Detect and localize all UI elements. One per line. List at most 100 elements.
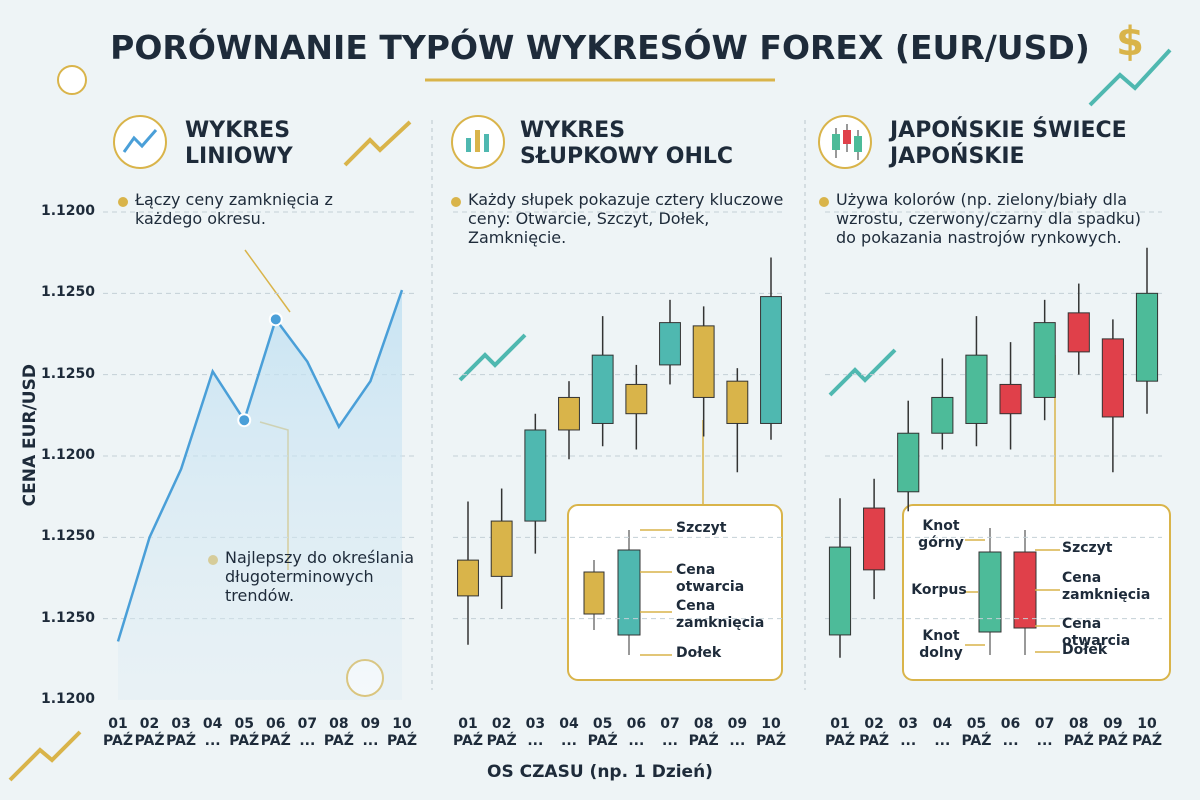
y-axis-title: CENA EUR/USD: [19, 364, 40, 507]
x-tick-sublabel: PAŹ: [166, 733, 197, 749]
candle-body: [863, 507, 886, 571]
x-tick-label: 05: [234, 716, 254, 732]
x-tick-label: 08: [693, 716, 714, 732]
point-marker: [268, 312, 283, 327]
x-tick-sublabel: ...: [628, 733, 645, 749]
candle-body: [625, 383, 648, 415]
x-tick-label: 07: [660, 716, 680, 732]
x-tick-sublabel: PAŹ: [587, 733, 618, 749]
legend-label: Dołek: [676, 645, 722, 661]
x-tick-label: 02: [864, 716, 884, 732]
x-tick-sublabel: PAŹ: [229, 733, 260, 749]
x-tick-label: 01: [458, 716, 478, 732]
annotation: Najlepszy do określania długoterminowych…: [225, 548, 415, 606]
legend-label: Cena otwarcia: [1062, 616, 1131, 649]
legend-box: [567, 504, 783, 681]
x-tick-sublabel: PAŹ: [1097, 733, 1128, 749]
bullet: [819, 197, 829, 207]
x-tick-sublabel: PAŹ: [1063, 733, 1094, 749]
candle-body: [760, 296, 782, 424]
candle-body: [692, 325, 715, 398]
x-tick-label: 03: [525, 716, 546, 732]
x-tick-label: 01: [108, 716, 128, 732]
x-tick-sublabel: ...: [662, 733, 678, 749]
x-tick-sublabel: ...: [1036, 733, 1053, 749]
y-tick-label: 1.1250: [40, 609, 95, 626]
icon-line: [113, 115, 167, 169]
x-tick-label: 10: [1137, 716, 1157, 732]
x-tick-label: 07: [1034, 716, 1055, 732]
x-tick-label: 03: [171, 716, 191, 732]
x-tick-label: 05: [966, 716, 987, 732]
candle-body: [457, 559, 479, 597]
legend-label: Szczyt: [1062, 540, 1113, 556]
svg-text:$: $: [1116, 19, 1144, 65]
icon-arrow: [8, 48, 1172, 782]
x-tick-label: 09: [1103, 716, 1123, 732]
point-marker: [237, 413, 252, 428]
x-tick-label: 09: [360, 716, 381, 732]
legend-label: Knot dolny: [919, 628, 963, 661]
x-tick-label: 07: [297, 716, 318, 732]
x-tick-label: 06: [626, 716, 647, 732]
candle-body: [490, 520, 513, 577]
legend-sample: [978, 551, 1002, 633]
x-tick-sublabel: ...: [1002, 733, 1019, 749]
legend-label: Szczyt: [676, 520, 727, 536]
y-tick-label: 1.1250: [40, 528, 95, 545]
x-tick-label: 04: [559, 716, 579, 732]
x-tick-sublabel: PAŹ: [134, 733, 165, 749]
candle-body: [726, 380, 749, 424]
x-tick-label: 04: [932, 716, 953, 732]
annotation: Każdy słupek pokazuje cztery kluczowe ce…: [468, 190, 784, 248]
legend-label: Dołek: [1062, 642, 1108, 658]
annotation: Używa kolorów (np. zielony/biały dla wzr…: [836, 190, 1142, 248]
annotation: Łączy ceny zamknięcia z każdego okresu.: [135, 190, 333, 229]
x-tick-label: 06: [1000, 716, 1021, 732]
x-tick-sublabel: PAŹ: [453, 733, 483, 749]
x-tick-sublabel: PAŹ: [103, 733, 133, 749]
x-tick-sublabel: PAŹ: [756, 733, 786, 749]
y-tick-label: 1.1200: [40, 203, 95, 219]
candle-body: [1101, 338, 1124, 418]
x-tick-label: 02: [139, 716, 160, 732]
area: [118, 290, 402, 700]
candle-body: [1067, 312, 1090, 353]
y-tick-label: 1.1200: [40, 447, 95, 463]
line: [116, 289, 404, 642]
icon-ohlc: [451, 115, 505, 169]
x-tick-label: 08: [1069, 716, 1089, 732]
legend-label: Cena otwarcia: [676, 562, 745, 595]
x-tick-sublabel: PAŹ: [961, 733, 992, 749]
legend-label: Knot górny: [918, 518, 964, 551]
y-tick-label: 1.1250: [40, 284, 95, 301]
x-tick-label: 09: [727, 716, 748, 732]
panel-title: WYKRES SŁUPKOWY OHLC: [520, 118, 734, 170]
candle-body: [965, 354, 988, 424]
candle-body: [828, 546, 852, 636]
y-tick-label: 1.1200: [40, 691, 95, 707]
candle-body: [931, 396, 954, 434]
x-tick-sublabel: ...: [729, 733, 746, 749]
icon-candles: [818, 115, 872, 169]
x-tick-sublabel: PAŹ: [859, 733, 890, 749]
legend-sample: [617, 549, 641, 636]
x-tick-sublabel: PAŹ: [387, 733, 417, 749]
x-tick-sublabel: PAŹ: [486, 733, 517, 749]
candle-body: [1135, 292, 1159, 382]
candle-body: [1033, 322, 1056, 398]
x-tick-sublabel: ...: [299, 733, 316, 749]
x-tick-label: 01: [830, 716, 850, 732]
bullet: [118, 197, 128, 207]
x-tick-sublabel: ...: [527, 733, 544, 749]
x-tick-sublabel: PAŹ: [825, 733, 855, 749]
legend-sample: [583, 571, 605, 615]
x-tick-sublabel: PAŹ: [1132, 733, 1162, 749]
x-axis-title: OS CZASU (np. 1 Dzień): [487, 762, 713, 782]
x-tick-label: 05: [592, 716, 613, 732]
candle-body: [591, 354, 614, 424]
x-tick-label: 06: [266, 716, 286, 732]
legend-label: Korpus: [911, 582, 967, 598]
x-tick-label: 08: [329, 716, 349, 732]
x-tick-sublabel: ...: [204, 733, 221, 749]
